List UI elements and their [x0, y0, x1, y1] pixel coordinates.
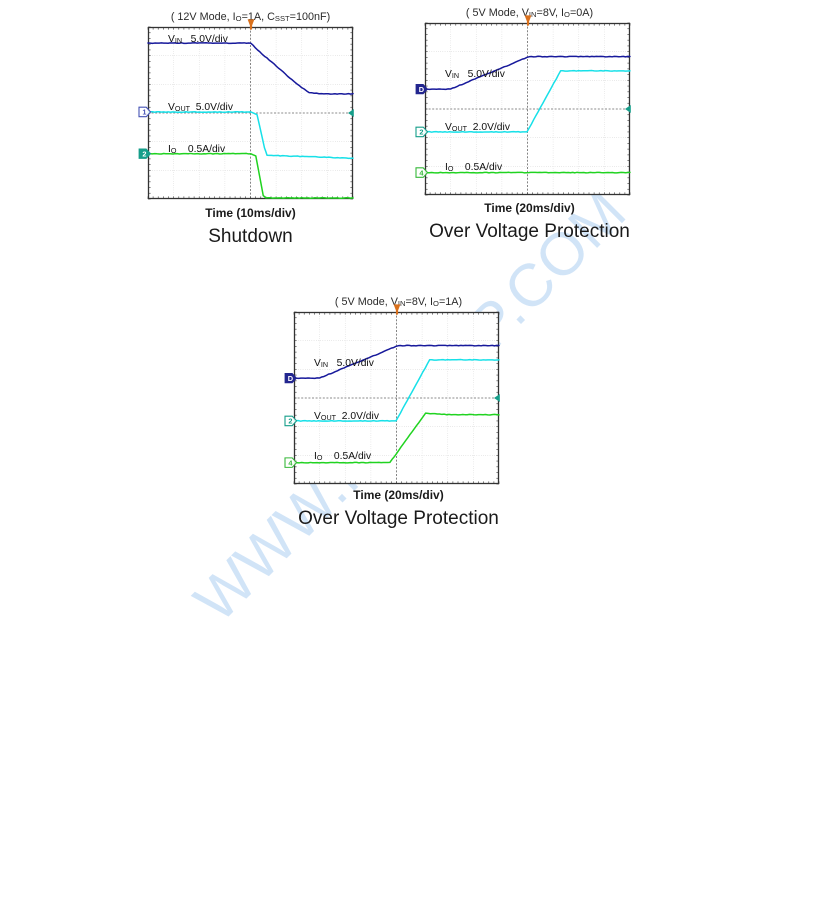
svg-text:2: 2 [288, 417, 292, 426]
svg-text:2: 2 [419, 128, 423, 137]
svg-text:D: D [288, 374, 294, 383]
svg-text:1: 1 [142, 108, 146, 117]
svg-text:D: D [419, 85, 425, 94]
svg-text:2: 2 [142, 149, 146, 158]
